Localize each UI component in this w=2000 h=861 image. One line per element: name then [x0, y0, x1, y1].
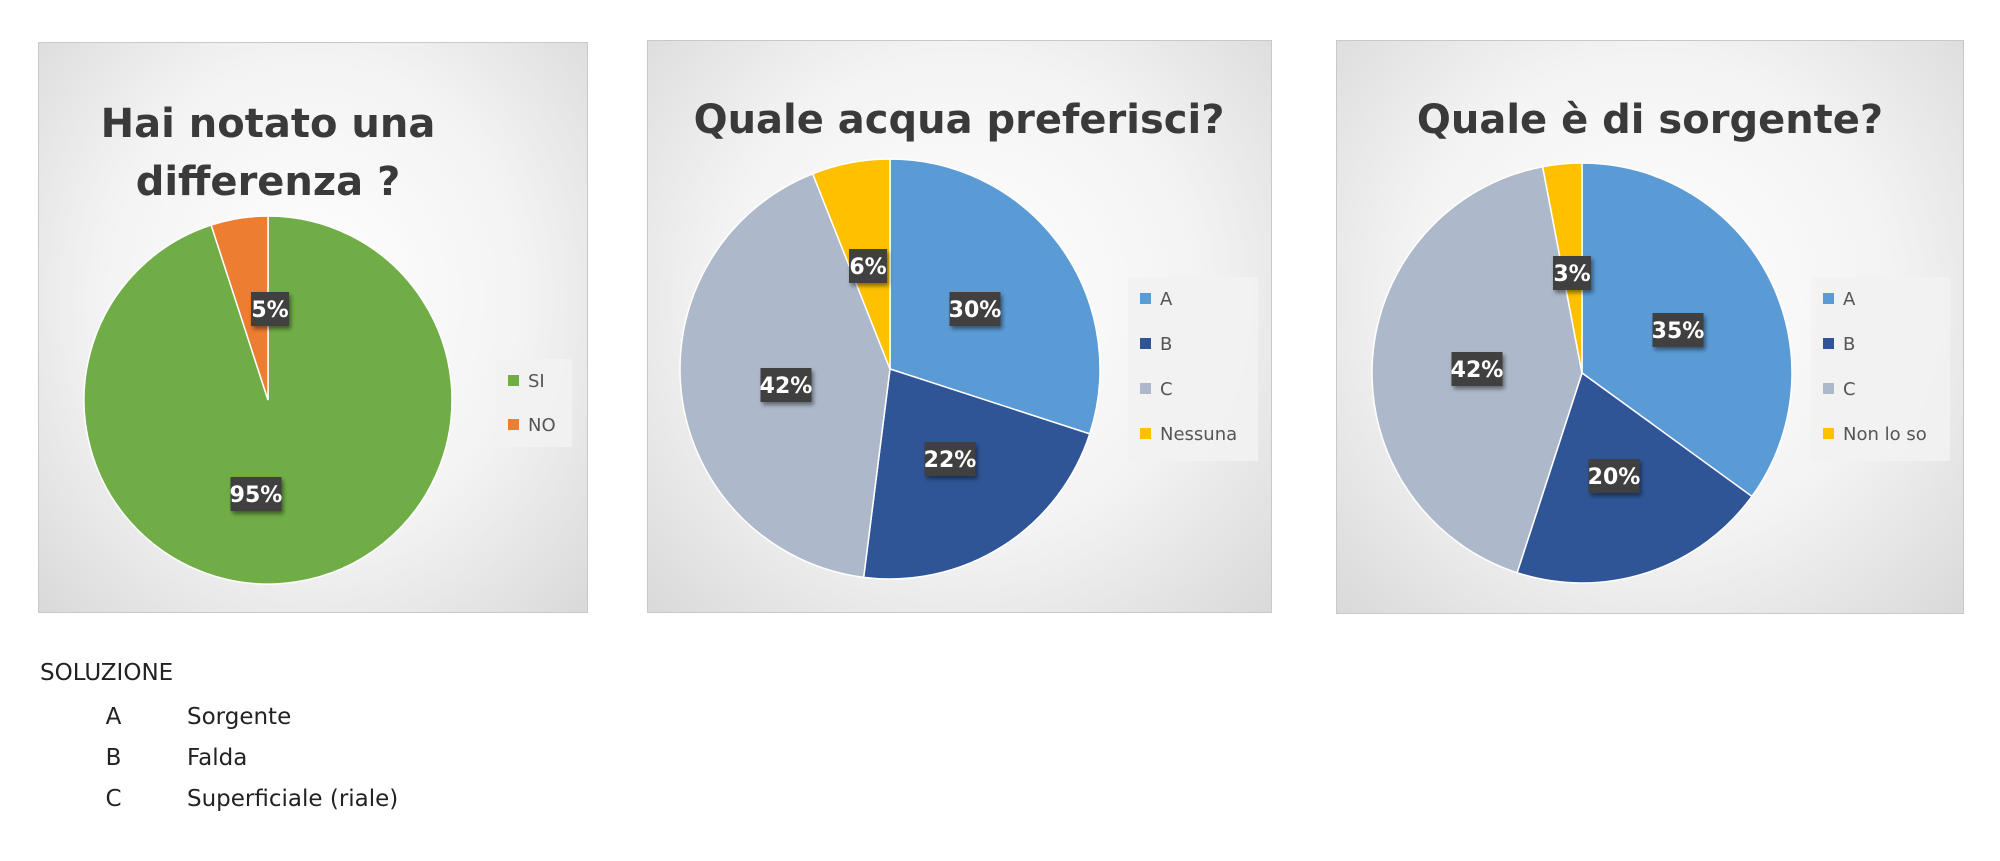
svg-text:6%: 6% — [849, 255, 886, 280]
chart-panel-3: Quale è di sorgente? 35% 20% 42% 3% A B C Non lo… — [1336, 40, 1964, 614]
data-label: 95% — [230, 477, 283, 511]
solution-value: Superficiale (riale) — [187, 785, 399, 812]
pie-slice-b — [862, 368, 1091, 580]
legend-swatch — [508, 375, 519, 386]
data-label: 35% — [1652, 313, 1705, 347]
svg-text:A: A — [1843, 289, 1856, 310]
legend-item-c: C — [1140, 379, 1173, 400]
data-label: 3% — [1553, 256, 1591, 290]
chart-title: Hai notato una differenza ? — [101, 101, 436, 205]
legend-swatch — [1140, 383, 1151, 394]
chart-panel-2: Quale acqua preferisci? 30% 22% 42% 6% A B C Nes… — [647, 40, 1272, 613]
svg-text:35%: 35% — [1652, 319, 1705, 344]
legend-item-b: B — [1823, 334, 1855, 355]
svg-text:30%: 30% — [949, 298, 1002, 323]
pie-chart-acqua-preferita: Quale acqua preferisci? 30% 22% 42% 6% A B C Nes… — [679, 97, 1258, 580]
pie-chart-sorgente: Quale è di sorgente? 35% 20% 42% 3% A B C Non lo… — [1371, 97, 1950, 584]
chart-legend: SI NO — [496, 359, 572, 447]
solution-key: B — [105, 744, 122, 771]
legend-swatch — [1140, 428, 1151, 439]
data-label: 30% — [949, 292, 1002, 326]
solution-value: Falda — [187, 744, 248, 771]
svg-text:20%: 20% — [1588, 465, 1641, 490]
legend-item-b: B — [1140, 334, 1172, 355]
svg-text:A: A — [1160, 289, 1173, 310]
solution-row-c: C Superficiale (riale) — [40, 778, 398, 819]
chart-legend: A B C Nessuna — [1128, 277, 1258, 461]
legend-item-non-lo-so: Non lo so — [1823, 424, 1927, 445]
legend-item-c: C — [1823, 379, 1856, 400]
legend-item-no: NO — [508, 415, 556, 436]
svg-text:Non lo so: Non lo so — [1843, 424, 1927, 445]
chart-title: Quale è di sorgente? — [1417, 97, 1883, 143]
legend-swatch — [1140, 293, 1151, 304]
solution-block: SOLUZIONE A Sorgente B Falda C Superfici… — [40, 660, 398, 819]
data-label: 22% — [924, 442, 977, 476]
svg-text:3%: 3% — [1553, 262, 1590, 287]
legend-item-si: SI — [508, 371, 545, 392]
solution-title: SOLUZIONE — [40, 660, 174, 686]
svg-text:42%: 42% — [1451, 358, 1504, 383]
svg-text:22%: 22% — [924, 448, 977, 473]
legend-item-a: A — [1823, 289, 1856, 310]
legend-item-a: A — [1140, 289, 1173, 310]
legend-swatch — [1823, 383, 1834, 394]
solution-key: A — [105, 703, 122, 730]
legend-swatch — [1823, 428, 1834, 439]
solution-row-b: B Falda — [40, 737, 398, 778]
legend-swatch — [1140, 338, 1151, 349]
pie-slice-no — [210, 215, 269, 401]
svg-text:C: C — [1843, 379, 1856, 400]
data-label: 20% — [1588, 459, 1641, 493]
svg-text:C: C — [1160, 379, 1173, 400]
svg-text:B: B — [1160, 334, 1172, 355]
data-label: 6% — [849, 249, 887, 283]
legend-swatch — [1823, 338, 1834, 349]
chart-title: Quale acqua preferisci? — [694, 97, 1225, 143]
svg-text:5%: 5% — [251, 298, 288, 323]
svg-text:NO: NO — [528, 415, 556, 436]
data-label: 5% — [251, 292, 289, 326]
svg-text:Nessuna: Nessuna — [1160, 424, 1237, 445]
svg-text:SI: SI — [528, 371, 545, 392]
solution-key: C — [105, 785, 122, 812]
solution-value: Sorgente — [187, 703, 292, 730]
svg-text:B: B — [1843, 334, 1855, 355]
legend-swatch — [1823, 293, 1834, 304]
legend-item-nessuna: Nessuna — [1140, 424, 1237, 445]
svg-text:42%: 42% — [760, 374, 813, 399]
data-label: 42% — [1451, 352, 1504, 386]
legend-swatch — [508, 419, 519, 430]
chart-panel-1: Hai notato una differenza ? 95% 5% SI NO — [38, 42, 588, 613]
svg-text:95%: 95% — [230, 483, 283, 508]
data-label: 42% — [760, 368, 813, 402]
solution-row-a: A Sorgente — [40, 696, 398, 737]
pie-chart-differenza: Hai notato una differenza ? 95% 5% SI NO — [83, 101, 572, 585]
chart-legend: A B C Non lo so — [1811, 277, 1950, 461]
